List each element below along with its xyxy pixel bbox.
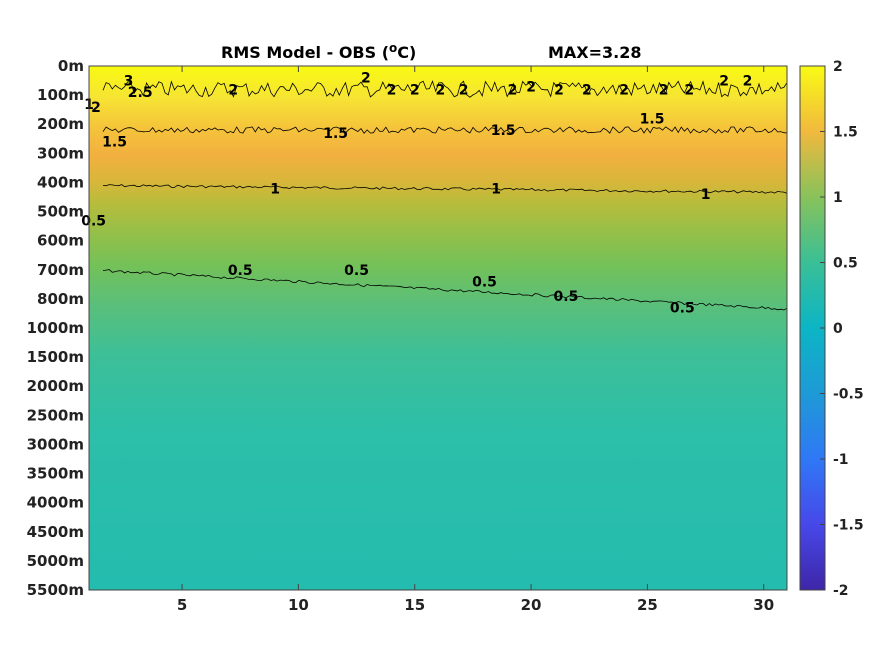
x-tick-label: 10: [288, 596, 309, 614]
y-tick-label: 5500m: [27, 581, 84, 599]
colorbar-ticks: 2 1.5 1 0.5 0 -0.5 -1 -1.5 -2: [820, 59, 864, 599]
contour-label: 2: [410, 82, 420, 98]
contour-label: 2: [619, 82, 629, 98]
contour-label: 0.5: [670, 301, 695, 317]
plot-frame: [88, 65, 788, 591]
contour-label: 1.5: [640, 111, 665, 127]
y-tick-label: 2500m: [27, 406, 84, 424]
contour-label: 2: [684, 82, 694, 98]
contour-label: 0.5: [472, 274, 497, 290]
colorbar-tick-label: 1: [833, 190, 843, 206]
contour-lines: [102, 80, 788, 311]
contour-label: 1: [491, 181, 501, 197]
colorbar-tick-label: 0.5: [833, 256, 858, 272]
y-tick-label: 400m: [37, 173, 84, 191]
contour-label: 2: [743, 74, 753, 90]
x-tick-label: 25: [637, 596, 658, 614]
contour-label: 1.5: [323, 126, 348, 142]
y-tick-label: 0m: [58, 57, 84, 75]
y-tick-label: 500m: [37, 203, 84, 221]
y-tick-label: 5000m: [27, 552, 84, 570]
x-tick-label: 5: [177, 596, 187, 614]
contour-line-0-5: [102, 269, 788, 311]
contour-label: 2: [228, 82, 238, 98]
degree-symbol: o: [389, 41, 397, 55]
contour-label: 2: [435, 82, 445, 98]
y-tick-label: 1500m: [27, 348, 84, 366]
chart-title-unit: C): [397, 43, 416, 62]
y-tick-label: 800m: [37, 290, 84, 308]
contour-line-1: [102, 184, 788, 194]
contour-label: 2.5: [128, 85, 153, 101]
y-tick-label: 200m: [37, 115, 84, 133]
contour-label: 2: [526, 79, 536, 95]
colorbar-tick-label: 0: [833, 321, 843, 337]
y-tick-label: 3000m: [27, 435, 84, 453]
y-tick-label: 700m: [37, 261, 84, 279]
x-tick-label: 20: [521, 596, 542, 614]
contour-label: 2: [554, 82, 564, 98]
colorbar-tick-label: -1: [833, 452, 849, 468]
x-tick-label: 15: [404, 596, 425, 614]
y-tick-label: 300m: [37, 144, 84, 162]
contour-label: 2: [387, 82, 397, 98]
contour-label: 2: [719, 74, 729, 90]
contour-label: 2: [659, 82, 669, 98]
contour-label: 2: [459, 82, 469, 98]
contour-label: 1: [270, 181, 280, 197]
max-label: MAX=3.28: [548, 43, 642, 62]
contour-label: 0.5: [81, 213, 106, 229]
contour-label: 3: [124, 74, 134, 90]
contour-label: 2: [361, 71, 371, 87]
y-tick-label: 2000m: [27, 377, 84, 395]
colorbar-tick-label: 1.5: [833, 125, 858, 141]
colorbar-tick-label: -1.5: [833, 518, 864, 534]
contour-label: 1.5: [102, 135, 127, 151]
colorbar-tick-label: -2: [833, 583, 849, 599]
y-tick-label: 4000m: [27, 494, 84, 512]
colorbar-tick-label: -0.5: [833, 387, 864, 403]
contour-line-1-5: [102, 126, 788, 134]
contour-label: 0.5: [344, 263, 369, 279]
contour-label: 1.5: [491, 123, 516, 139]
y-tick-label: 100m: [37, 86, 84, 104]
contour-label: 0.5: [554, 289, 579, 305]
y-tick-label: 1000m: [27, 319, 84, 337]
contour-label: 0.5: [228, 263, 253, 279]
contour-label: 1: [701, 187, 711, 203]
contour-label: 2: [91, 100, 101, 116]
contour-label: 2: [508, 82, 518, 98]
contour-line-2: [102, 80, 788, 98]
chart-title: RMS Model - OBS (oC): [221, 41, 416, 62]
colorbar-tick-label: 2: [833, 59, 843, 75]
y-tick-label: 3500m: [27, 465, 84, 483]
contour-label: 2: [582, 82, 592, 98]
y-tick-label: 600m: [37, 232, 84, 250]
heatmap-field: [89, 66, 787, 590]
y-axis-ticks: 0m 100m 200m 300m 400m 500m 600m 700m 800m 1000m 1…: [27, 57, 84, 599]
chart-title-main: RMS Model - OBS (: [221, 43, 389, 62]
x-axis-ticks: 5 10 15 20 25 30: [177, 66, 774, 614]
y-tick-label: 4500m: [27, 523, 84, 541]
x-tick-label: 30: [753, 596, 774, 614]
